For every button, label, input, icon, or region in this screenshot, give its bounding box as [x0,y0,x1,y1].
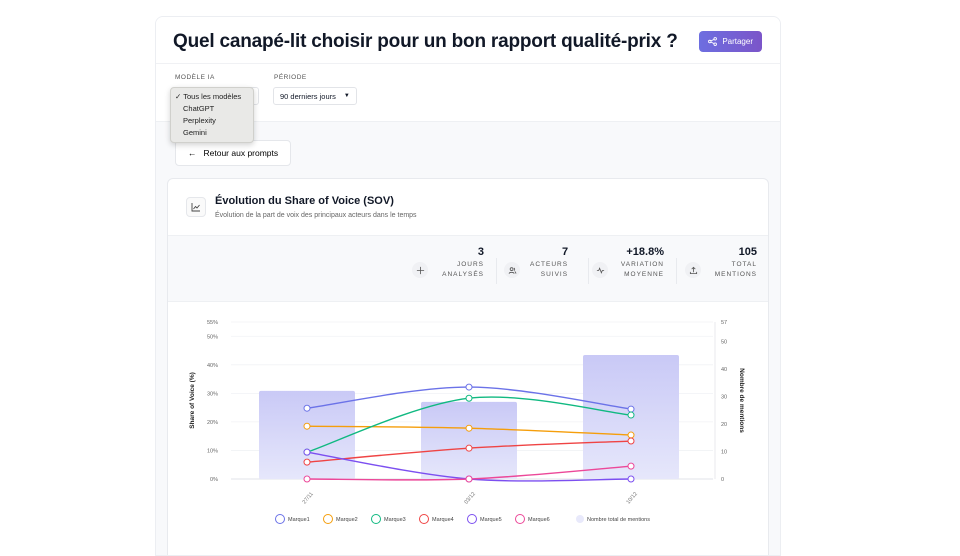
data-point [627,411,635,419]
period-select[interactable]: 90 derniers jours ▼ [273,87,357,105]
stat-variation: +18.8% VARIATION MOYENNE [592,246,664,280]
legend-label: Marque6 [528,517,550,523]
legend-label: Marque5 [480,517,502,523]
stat-label: VARIATION MOYENNE [620,261,664,278]
data-point [465,394,473,402]
stat-value: +18.8% [626,246,664,258]
stat-value: 105 [738,246,757,258]
model-dropdown-menu: ✓ Tous les modèles ChatGPT Perplexity Ge… [170,87,254,143]
y2-tick-label: 50 [721,339,727,345]
legend-label: Marque1 [288,517,310,523]
sov-chart: 0% 10% 20% 30% 40% 50% 55% 0 10 20 30 40 50 57 Share o… [189,320,745,524]
data-point [465,383,473,391]
legend-label: Nombre total de mentions [587,517,650,523]
x-tick-label: 27/11 [302,491,315,505]
arrow-left-icon: ← [188,148,197,158]
data-point [465,475,473,483]
y2-tick-label: 20 [721,422,727,428]
menu-item-gemini[interactable]: Gemini [183,128,207,137]
y2-tick-label: 40 [721,367,727,373]
stat-divider [496,258,497,284]
legend-marker [515,514,525,524]
data-point [303,422,311,430]
y-tick-label: 40% [207,363,218,369]
period-filter-label: PÉRIODE [274,74,307,81]
menu-item-chatgpt[interactable]: ChatGPT [183,104,215,113]
data-point [627,462,635,470]
data-point [627,405,635,413]
y-tick-label: 20% [207,420,218,426]
menu-item-perplexity[interactable]: Perplexity [183,116,216,125]
x-tick-label: 10/12 [626,491,639,505]
y-tick-label: 55% [207,320,218,326]
share-icon [708,37,718,46]
data-point [627,437,635,445]
y2-tick-label: 30 [721,394,727,400]
data-point [465,424,473,432]
legend-marker [275,514,285,524]
legend-label: Marque4 [432,517,454,523]
legend-marker [576,515,584,523]
caret-down-icon: ▼ [343,93,350,99]
legend-marker [371,514,381,524]
stats-row: 3 JOURS ANALYSÉS 7 ACTEURS SUIVIS +18.8% VARIAT… [168,236,768,302]
y2-tick-label: 0 [721,477,724,483]
y2-axis-label: Nombre de mentions [738,368,745,433]
legend-marker [419,514,429,524]
y2-tick-label: 10 [721,449,727,455]
data-point [627,475,635,483]
card-title: Évolution du Share of Voice (SOV) [215,195,394,207]
card-header: Évolution du Share of Voice (SOV) Évolut… [168,179,768,236]
stat-divider [588,258,589,284]
users-icon [504,262,520,278]
page-title: Quel canapé-lit choisir pour un bon rapp… [173,31,678,52]
stat-jours: 3 JOURS ANALYSÉS [412,246,484,280]
data-point [303,475,311,483]
y2-tick-label: 57 [721,320,727,326]
share-label: Partager [722,37,753,46]
sov-card: Évolution du Share of Voice (SOV) Évolut… [167,178,769,555]
y-axis-label: Share of Voice (%) [189,372,196,429]
menu-item-all-models[interactable]: ✓ Tous les modèles [175,92,242,101]
stat-total: 105 TOTAL MENTIONS [685,246,757,280]
period-value: 90 derniers jours [280,91,336,101]
data-point [303,448,311,456]
legend-label: Marque3 [384,517,406,523]
mentions-bar [259,390,355,479]
page-container: Quel canapé-lit choisir pour un bon rapp… [155,16,781,556]
stat-value: 3 [477,246,484,258]
plus-icon [412,262,428,278]
stat-label: JOURS ANALYSÉS [442,261,484,278]
y-tick-label: 0% [210,477,218,483]
card-subtitle: Évolution de la part de voix des princip… [215,212,417,219]
data-point [627,431,635,439]
y-tick-label: 50% [207,334,218,340]
activity-icon [592,262,608,278]
back-to-prompts-button[interactable]: ← Retour aux prompts [175,140,292,166]
model-filter-label: MODÈLE IA [175,74,215,81]
line-chart-icon [186,197,206,217]
data-point [303,404,311,412]
stat-value: 7 [561,246,569,258]
y-tick-label: 10% [207,448,218,454]
data-point [465,444,473,452]
stat-acteurs: 7 ACTEURS SUIVIS [504,246,568,280]
legend-marker [467,514,477,524]
share-button[interactable]: Partager [699,31,762,52]
x-tick-label: 03/12 [464,491,477,505]
data-point [303,458,311,466]
upload-icon [685,262,701,278]
stat-divider [676,258,677,284]
page-header: Quel canapé-lit choisir pour un bon rapp… [156,17,780,64]
stat-label: TOTAL MENTIONS [714,261,757,278]
mentions-bar [421,401,517,479]
y-tick-label: 30% [207,391,218,397]
stat-label: ACTEURS SUIVIS [530,261,569,278]
legend-label: Marque2 [336,517,358,523]
legend-marker [323,514,333,524]
back-label: Retour aux prompts [203,148,279,158]
